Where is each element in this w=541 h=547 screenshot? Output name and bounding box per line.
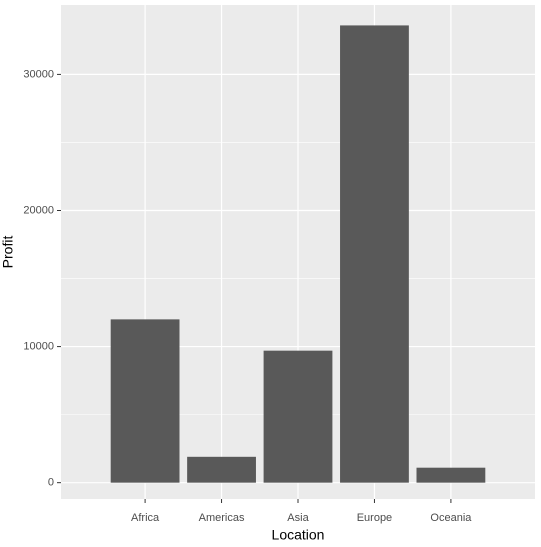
bar: [110, 319, 180, 483]
y-axis-title: Profit: [0, 236, 16, 269]
x-tick-label: Europe: [357, 512, 392, 524]
x-axis-title: Location: [272, 527, 325, 543]
x-tick-label: Americas: [199, 512, 245, 524]
bar: [340, 25, 409, 483]
bar: [416, 467, 486, 483]
bar: [187, 456, 256, 483]
x-tick-label: Oceania: [430, 512, 472, 524]
y-tick-label: 20000: [23, 204, 54, 216]
bar: [263, 350, 333, 483]
y-tick-label: 30000: [23, 68, 54, 80]
y-tick-label: 0: [48, 477, 54, 489]
x-tick-label: Africa: [131, 512, 160, 524]
x-tick-label: Asia: [287, 512, 309, 524]
y-tick-label: 10000: [23, 340, 54, 352]
